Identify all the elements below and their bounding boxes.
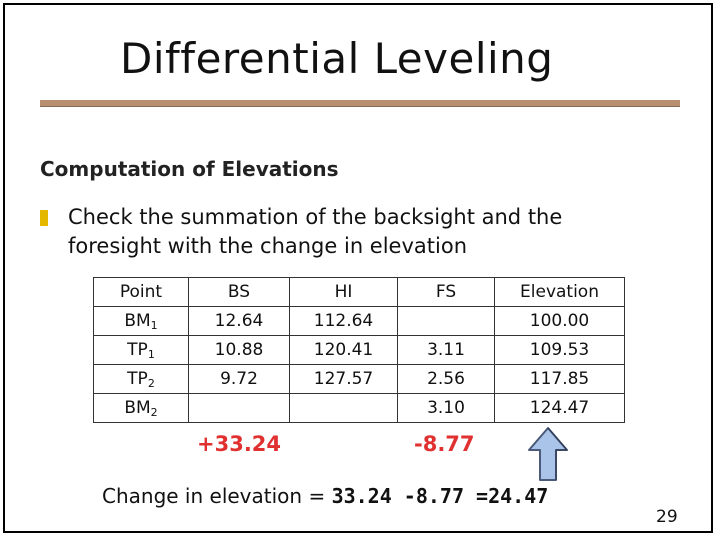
cell-elevation: 109.53 xyxy=(494,335,625,365)
table-row: TP1 10.88 120.41 3.11 109.53 xyxy=(93,335,625,365)
section-heading: Computation of Elevations xyxy=(40,157,339,181)
bullet-icon xyxy=(40,210,48,226)
header-fs: FS xyxy=(397,277,495,307)
cell-bs: 10.88 xyxy=(188,335,290,365)
table-row: TP2 9.72 127.57 2.56 117.85 xyxy=(93,364,625,394)
header-bs: BS xyxy=(188,277,290,307)
change-calculation: 33.24 -8.77 =24.47 xyxy=(331,484,549,508)
cell-bs: 12.64 xyxy=(188,306,290,336)
slide-title: Differential Leveling xyxy=(120,34,554,83)
cell-fs xyxy=(397,306,495,336)
cell-hi xyxy=(289,393,398,423)
table-row: BM1 12.64 112.64 100.00 xyxy=(93,306,625,336)
title-divider xyxy=(40,100,680,106)
header-hi: HI xyxy=(289,277,398,307)
cell-bs: 9.72 xyxy=(188,364,290,394)
change-in-elevation: Change in elevation = 33.24 -8.77 =24.47 xyxy=(102,484,548,508)
cell-point: TP2 xyxy=(93,364,189,394)
table-header-row: Point BS HI FS Elevation xyxy=(93,277,625,307)
foresight-sum: -8.77 xyxy=(414,432,475,456)
slide-border xyxy=(3,3,713,533)
cell-fs: 3.11 xyxy=(397,335,495,365)
cell-elevation: 117.85 xyxy=(494,364,625,394)
cell-elevation: 100.00 xyxy=(494,306,625,336)
cell-fs: 3.10 xyxy=(397,393,495,423)
cell-fs: 2.56 xyxy=(397,364,495,394)
cell-point: BM1 xyxy=(93,306,189,336)
cell-hi: 120.41 xyxy=(289,335,398,365)
up-arrow-icon xyxy=(528,427,569,481)
cell-point: BM2 xyxy=(93,393,189,423)
cell-elevation: 124.47 xyxy=(494,393,625,423)
cell-hi: 112.64 xyxy=(289,306,398,336)
bullet-text: Check the summation of the backsight and… xyxy=(68,205,563,258)
cell-point: TP1 xyxy=(93,335,189,365)
page-number: 29 xyxy=(656,507,678,527)
header-point: Point xyxy=(93,277,189,307)
cell-hi: 127.57 xyxy=(289,364,398,394)
cell-bs xyxy=(188,393,290,423)
leveling-table: Point BS HI FS Elevation BM1 12.64 112.6… xyxy=(93,277,625,423)
change-label: Change in elevation = xyxy=(102,484,326,508)
header-elevation: Elevation xyxy=(494,277,625,307)
table-row: BM2 3.10 124.47 xyxy=(93,393,625,423)
backsight-sum: +33.24 xyxy=(197,432,282,456)
